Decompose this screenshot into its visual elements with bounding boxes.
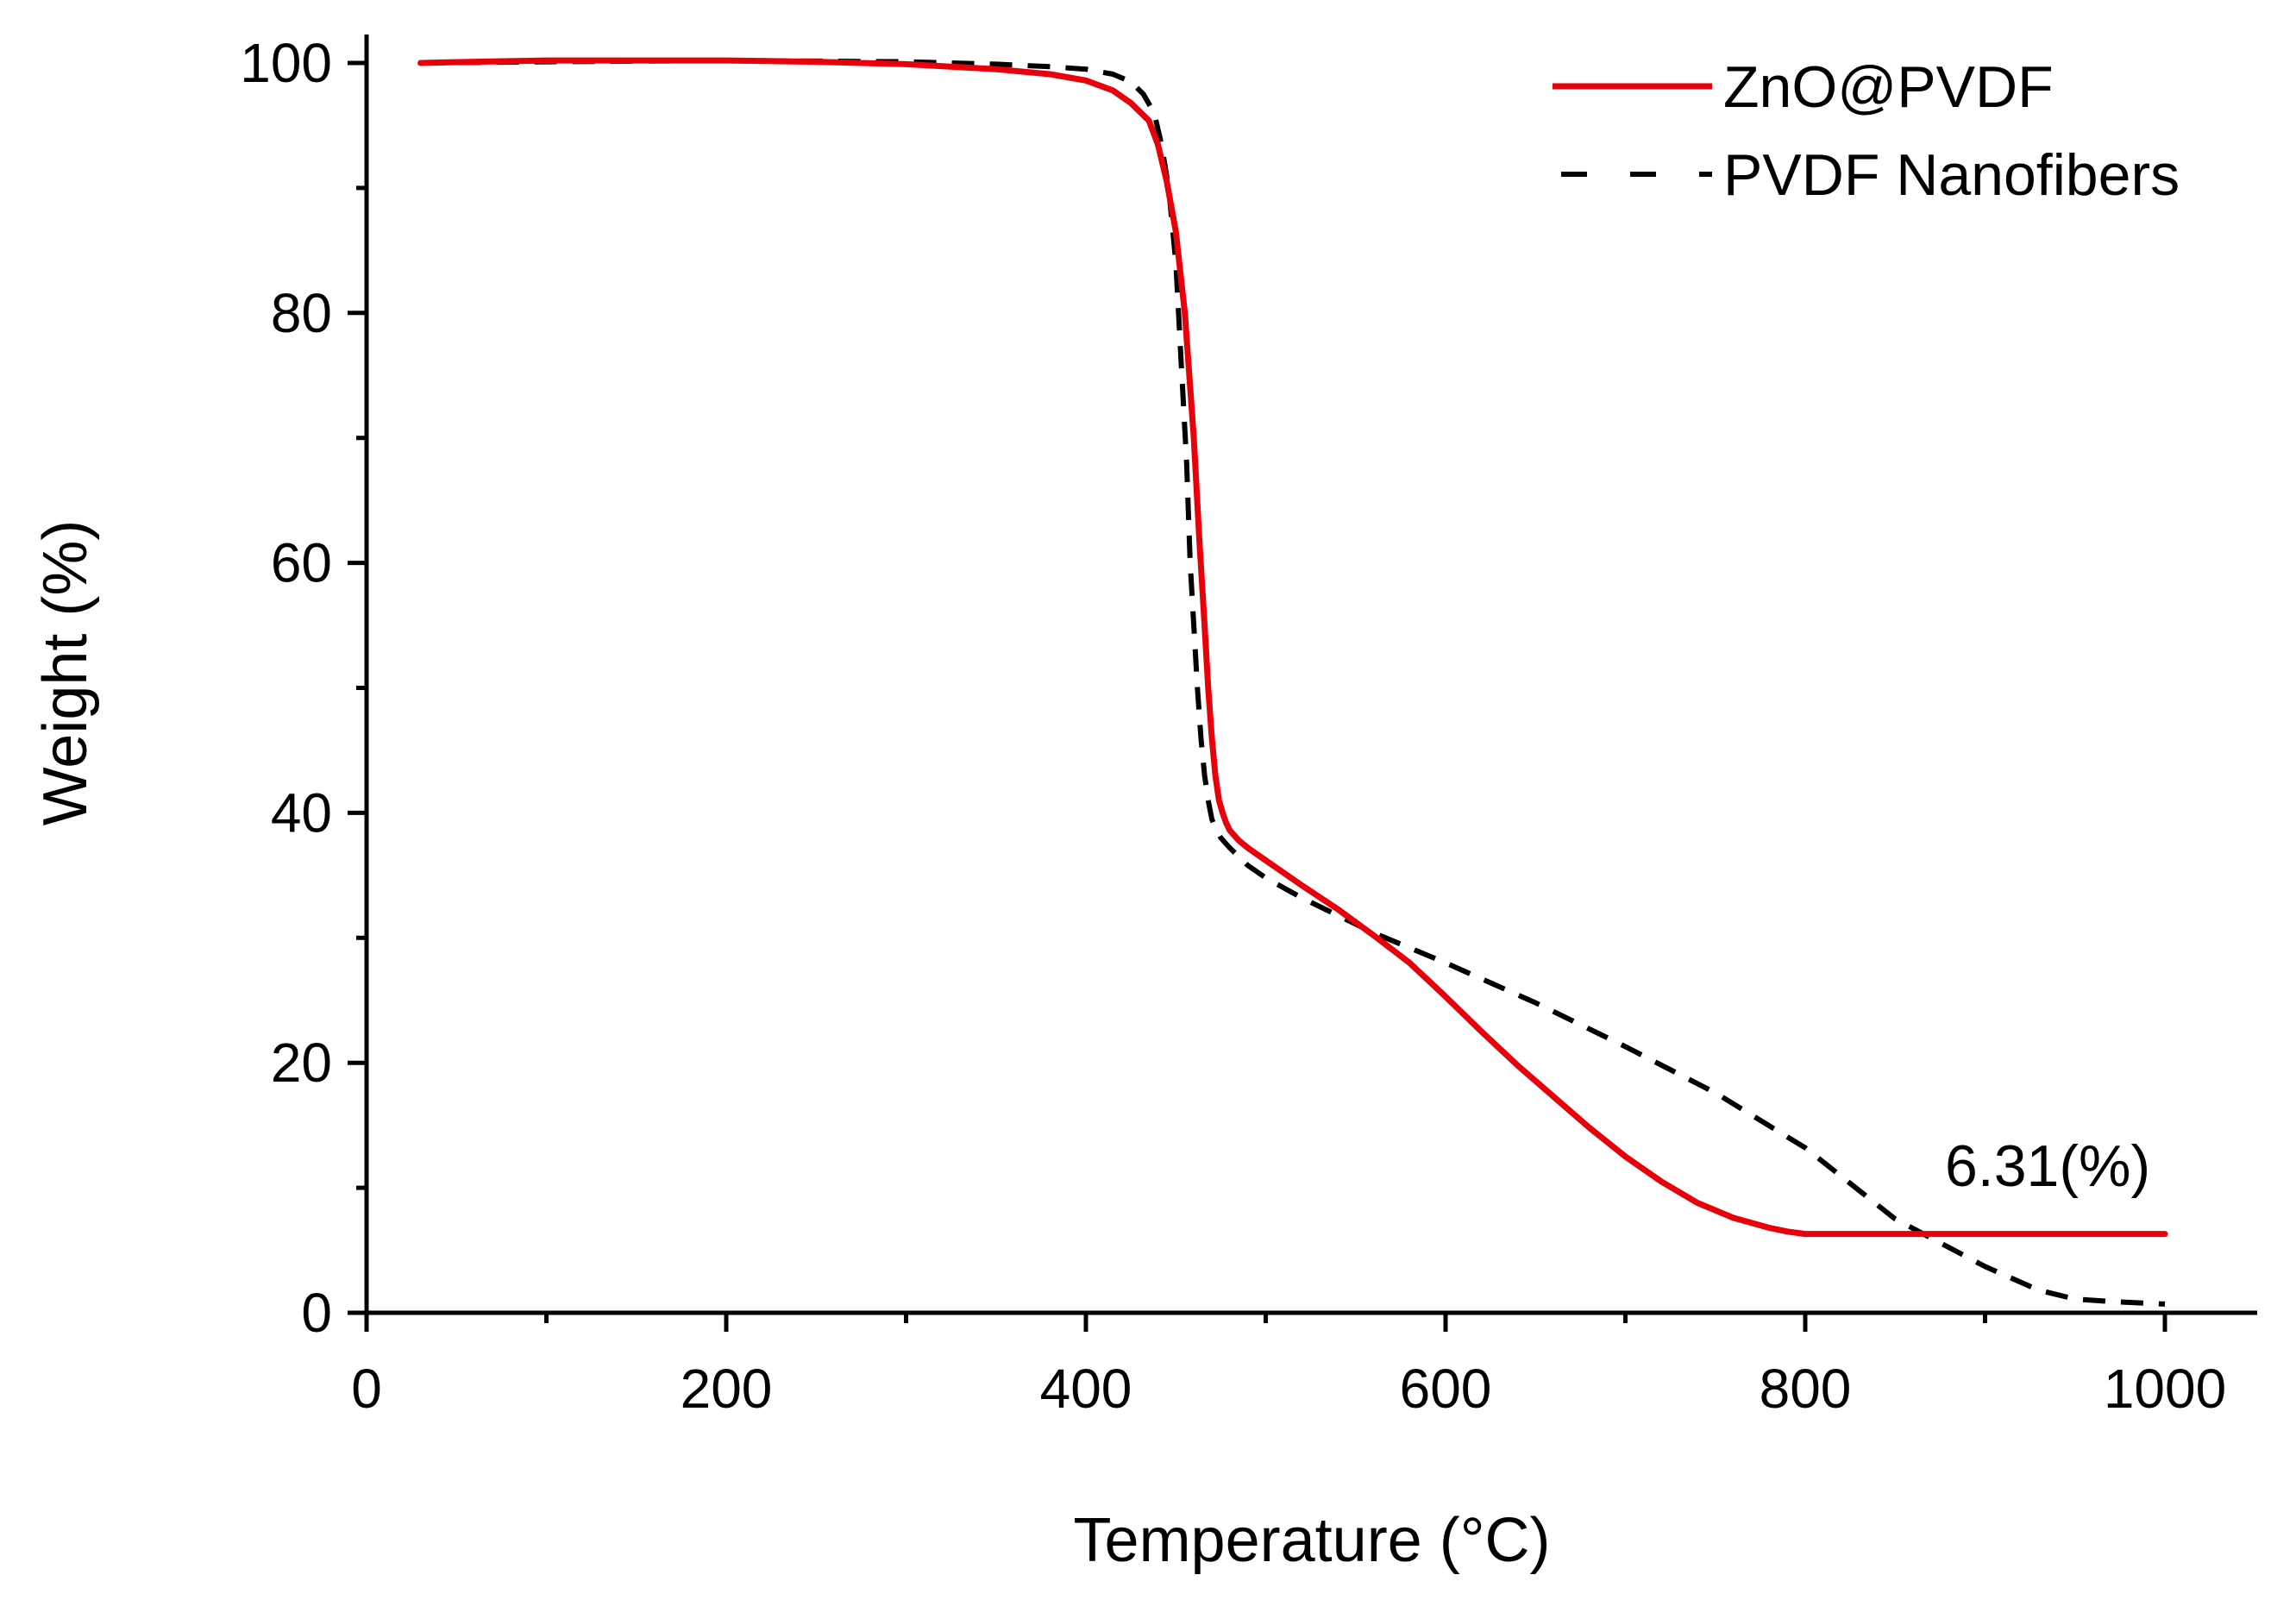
y-tick-label: 80 bbox=[271, 282, 332, 344]
legend-label-zno-pvdf: ZnO@PVDF bbox=[1723, 54, 2054, 120]
y-axis-title: Weight (%) bbox=[31, 520, 100, 826]
x-tick-label: 0 bbox=[351, 1358, 382, 1420]
x-tick-label: 600 bbox=[1400, 1358, 1492, 1420]
x-tick-label: 1000 bbox=[2104, 1358, 2226, 1420]
x-tick-label: 200 bbox=[681, 1358, 773, 1420]
legend: ZnO@PVDF PVDF Nanofibers bbox=[1553, 54, 2180, 208]
x-tick-label: 800 bbox=[1760, 1358, 1852, 1420]
y-ticks: 0 20 40 60 80 100 bbox=[240, 32, 367, 1344]
legend-label-pvdf-nanofibers: PVDF Nanofibers bbox=[1723, 142, 2180, 208]
x-tick-label: 400 bbox=[1040, 1358, 1132, 1420]
x-ticks: 0 200 400 600 800 1000 bbox=[351, 1313, 2226, 1420]
y-tick-label: 20 bbox=[271, 1032, 332, 1094]
series-line-pvdf-nanofibers bbox=[420, 58, 2166, 1307]
y-tick-label: 40 bbox=[271, 781, 332, 844]
series-line-zno-pvdf bbox=[417, 57, 2168, 1238]
y-tick-label: 60 bbox=[271, 532, 332, 594]
x-axis-title: Temperature (°C) bbox=[1074, 1506, 1551, 1575]
y-tick-label: 0 bbox=[301, 1282, 332, 1344]
residue-annotation: 6.31(%) bbox=[1945, 1133, 2150, 1199]
series-group bbox=[417, 57, 2168, 1307]
y-tick-label: 100 bbox=[240, 32, 332, 94]
